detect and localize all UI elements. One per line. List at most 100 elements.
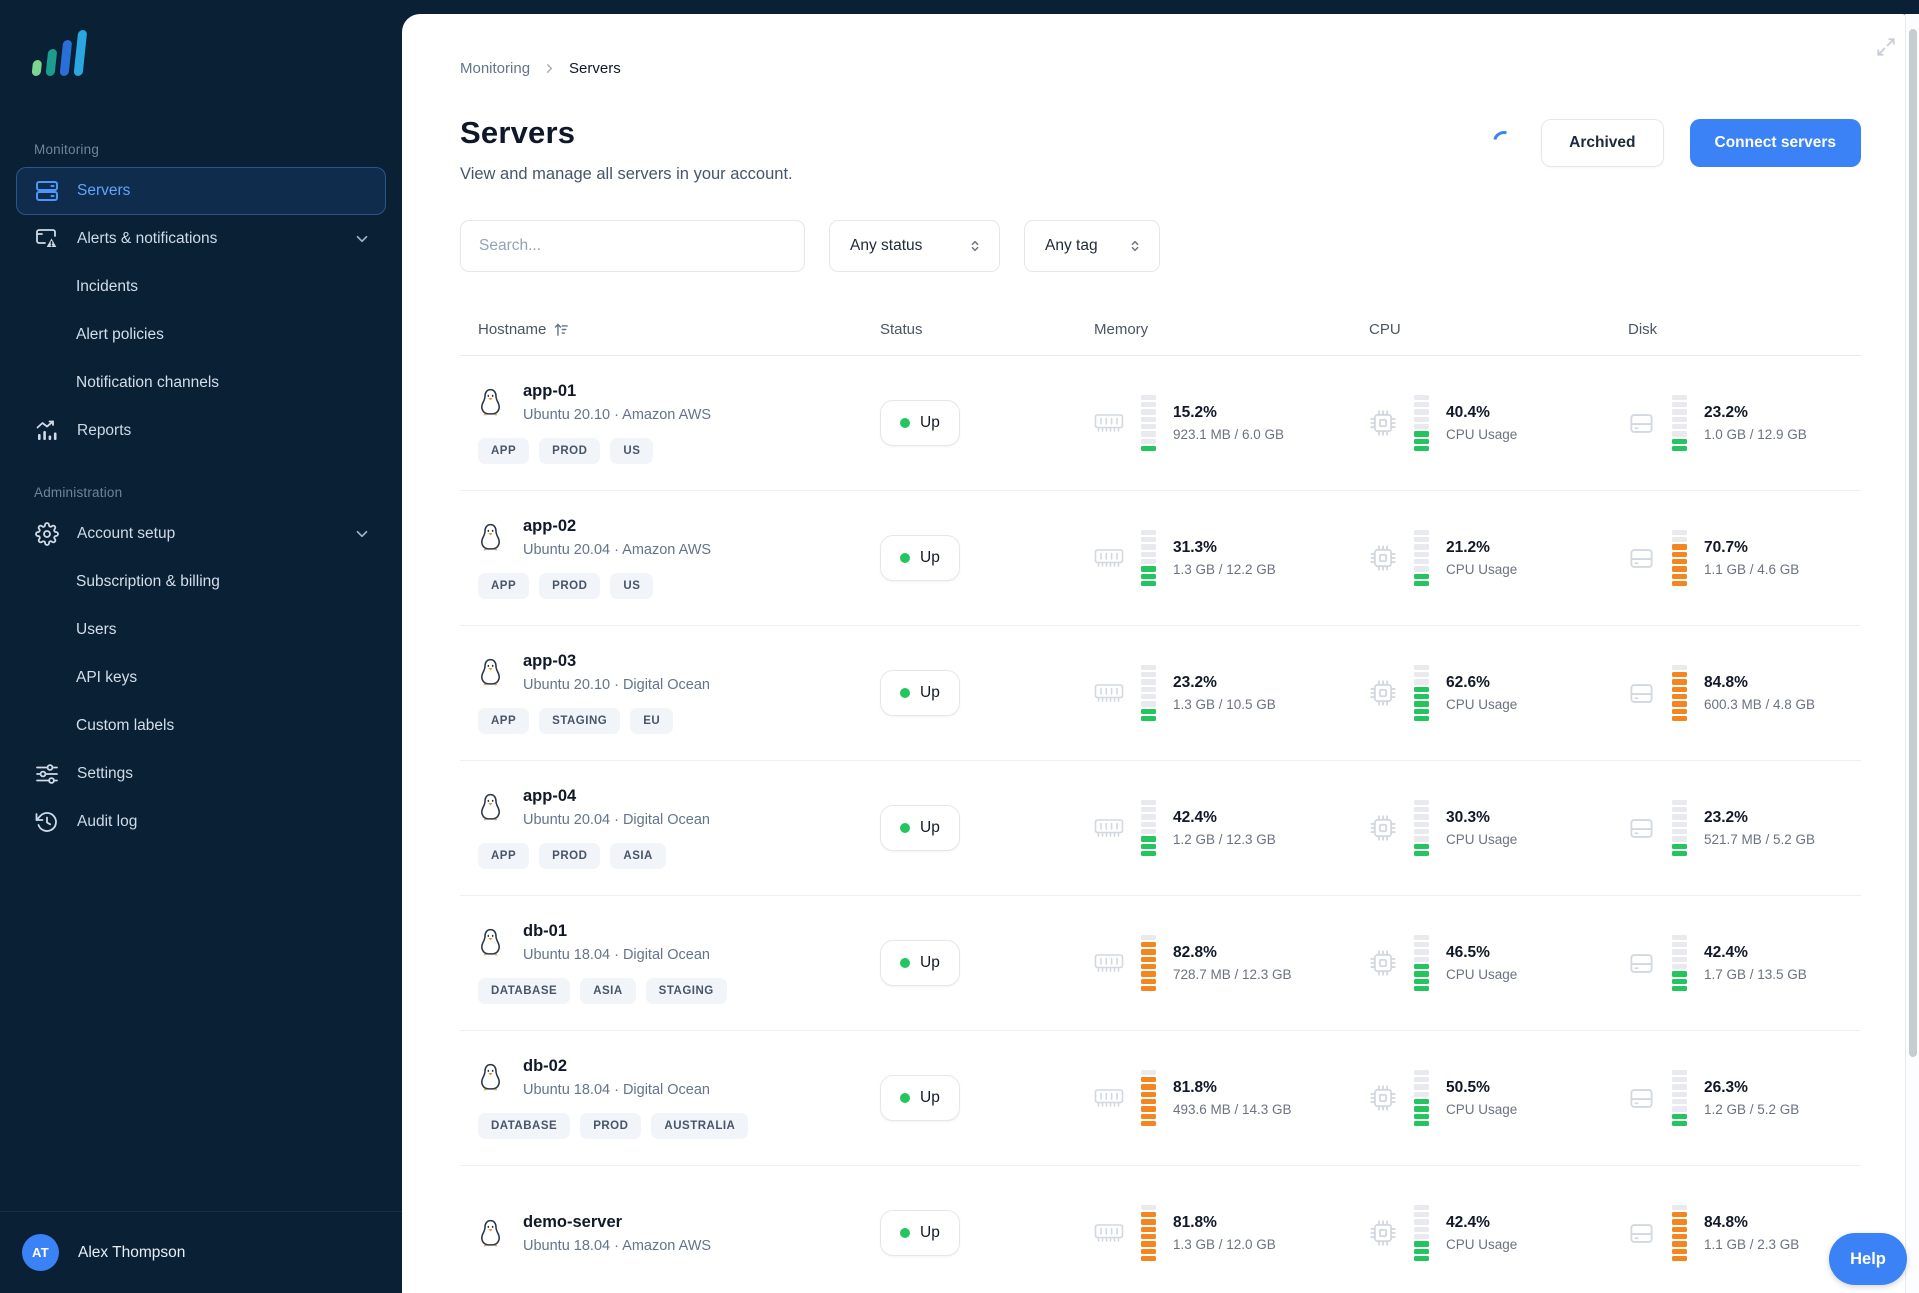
tag-row: APP PROD ASIA <box>478 843 710 869</box>
sidebar: Monitoring Servers Alerts & notification… <box>0 0 402 1293</box>
column-hostname[interactable]: Hostname <box>478 321 880 338</box>
linux-tux-icon <box>478 388 503 417</box>
table-row[interactable]: app-03 Ubuntu 20.10 · Digital Ocean APP S… <box>460 626 1861 761</box>
sidebar-item-settings[interactable]: Settings <box>16 750 386 798</box>
table-header: Hostname Status Memory CPU Disk <box>460 304 1861 356</box>
sidebar-item-alert-policies[interactable]: Alert policies <box>16 311 386 359</box>
sidebar-item-label: Alerts & notifications <box>77 230 218 247</box>
gauge-segment <box>1141 956 1156 962</box>
cpu-chip-icon <box>1369 409 1397 437</box>
cpu-percent: 62.6% <box>1446 674 1490 691</box>
tag-filter-select[interactable]: Any tag <box>1024 220 1160 272</box>
status-filter-select[interactable]: Any status <box>829 220 1000 272</box>
tag-chip: APP <box>478 573 530 599</box>
scrollbar-track[interactable] <box>1905 14 1919 1293</box>
sidebar-item-alerts-notifications[interactable]: Alerts & notifications <box>16 215 386 263</box>
gauge-segment <box>1141 850 1156 857</box>
gauge-segment <box>1672 1084 1687 1090</box>
sidebar-item-reports[interactable]: Reports <box>16 407 386 455</box>
sidebar-item-audit-log[interactable]: Audit log <box>16 798 386 846</box>
gauge-segment <box>1672 559 1687 565</box>
sidebar-item-label: Incidents <box>76 278 139 295</box>
section-label-administration: Administration <box>34 485 123 500</box>
user-profile[interactable]: AT Alex Thompson <box>0 1211 402 1293</box>
tag-chip: PROD <box>539 438 601 464</box>
cpu-chip-icon <box>1369 1084 1397 1112</box>
app-logo[interactable] <box>31 28 404 76</box>
hostname-os: Ubuntu 18.04 · Digital Ocean <box>523 1082 710 1098</box>
gauge-segment <box>1414 1106 1429 1112</box>
gauge-segment <box>1141 416 1156 422</box>
gauge-segment <box>1672 566 1687 572</box>
disk-percent: 42.4% <box>1704 944 1748 961</box>
header-actions: Archived Connect servers <box>1489 115 1861 184</box>
gauge-segment <box>1414 1120 1429 1127</box>
hostname-cell: app-01 Ubuntu 20.10 · Amazon AWS APP PROD… <box>478 382 880 464</box>
gauge-segment <box>1141 821 1156 827</box>
sidebar-item-custom-labels[interactable]: Custom labels <box>16 702 386 750</box>
gauge-segment <box>1141 843 1156 849</box>
gauge-segment <box>1414 551 1429 557</box>
scrollbar-thumb[interactable] <box>1908 29 1917 1057</box>
gauge-segment <box>1672 836 1687 842</box>
gauge-segment <box>1414 409 1429 415</box>
status-cell: Up <box>880 940 1094 986</box>
gauge-segment <box>1414 438 1429 444</box>
cpu-chip-icon <box>1369 949 1397 977</box>
sidebar-item-servers[interactable]: Servers <box>16 167 386 215</box>
history-icon <box>35 810 59 834</box>
ram-icon <box>1094 951 1124 975</box>
sidebar-item-api-keys[interactable]: API keys <box>16 654 386 702</box>
connect-servers-button[interactable]: Connect servers <box>1689 119 1861 167</box>
memory-percent: 23.2% <box>1173 674 1217 691</box>
gauge-segment <box>1141 971 1156 977</box>
table-row[interactable]: demo-server Ubuntu 18.04 · Amazon AWS Up… <box>460 1166 1861 1293</box>
archived-button[interactable]: Archived <box>1541 119 1664 167</box>
breadcrumb-monitoring[interactable]: Monitoring <box>460 60 531 77</box>
sidebar-item-incidents[interactable]: Incidents <box>16 263 386 311</box>
gauge-segment <box>1672 1248 1687 1254</box>
sidebar-item-subscription-billing[interactable]: Subscription & billing <box>16 558 386 606</box>
gauge-segment <box>1414 708 1429 714</box>
gauge-segment <box>1141 1226 1156 1232</box>
hostname-cell: db-02 Ubuntu 18.04 · Digital Ocean DATAB… <box>478 1057 880 1139</box>
table-row[interactable]: app-04 Ubuntu 20.04 · Digital Ocean APP P… <box>460 761 1861 896</box>
sidebar-item-notification-channels[interactable]: Notification channels <box>16 359 386 407</box>
sidebar-item-account-setup[interactable]: Account setup <box>16 510 386 558</box>
cpu-sublabel: CPU Usage <box>1446 697 1518 712</box>
sidebar-item-label: Account setup <box>77 525 176 542</box>
cpu-chip-icon <box>1369 544 1397 572</box>
gauge-segment <box>1141 807 1156 813</box>
column-hostname-label: Hostname <box>478 321 547 338</box>
table-row[interactable]: db-01 Ubuntu 18.04 · Digital Ocean DATAB… <box>460 896 1861 1031</box>
cpu-percent: 30.3% <box>1446 809 1490 826</box>
tag-row: DATABASE PROD AUSTRALIA <box>478 1113 749 1139</box>
gauge-segment <box>1141 573 1156 579</box>
sidebar-item-users[interactable]: Users <box>16 606 386 654</box>
chevron-down-icon <box>353 525 371 543</box>
gauge-segment <box>1414 807 1429 813</box>
disk-cell: 84.8% 1.1 GB / 2.3 GB <box>1628 1204 1861 1262</box>
hostname-cell: app-03 Ubuntu 20.10 · Digital Ocean APP S… <box>478 652 880 734</box>
gauge-segment <box>1672 1099 1687 1105</box>
status-cell: Up <box>880 1210 1094 1256</box>
memory-cell: 81.8% 1.3 GB / 12.0 GB <box>1094 1204 1369 1262</box>
gauge-segment <box>1414 529 1429 536</box>
disk-percent: 70.7% <box>1704 539 1748 556</box>
table-row[interactable]: app-02 Ubuntu 20.04 · Amazon AWS APP PROD… <box>460 491 1861 626</box>
expand-icon[interactable] <box>1875 36 1897 58</box>
disk-gauge <box>1672 1204 1687 1262</box>
gauge-segment <box>1672 431 1687 437</box>
sidebar-item-label: API keys <box>76 669 138 686</box>
tag-row: APP PROD US <box>478 438 711 464</box>
search-input[interactable] <box>460 220 805 272</box>
gauge-segment <box>1414 829 1429 835</box>
table-row[interactable]: db-02 Ubuntu 18.04 · Digital Ocean DATAB… <box>460 1031 1861 1166</box>
table-row[interactable]: app-01 Ubuntu 20.10 · Amazon AWS APP PROD… <box>460 356 1861 491</box>
gauge-segment <box>1141 1212 1156 1218</box>
tag-chip: US <box>610 573 654 599</box>
gauge-segment <box>1672 679 1687 685</box>
cpu-cell: 62.6% CPU Usage <box>1369 664 1628 722</box>
column-cpu: CPU <box>1369 321 1401 338</box>
help-button[interactable]: Help <box>1829 1233 1907 1285</box>
